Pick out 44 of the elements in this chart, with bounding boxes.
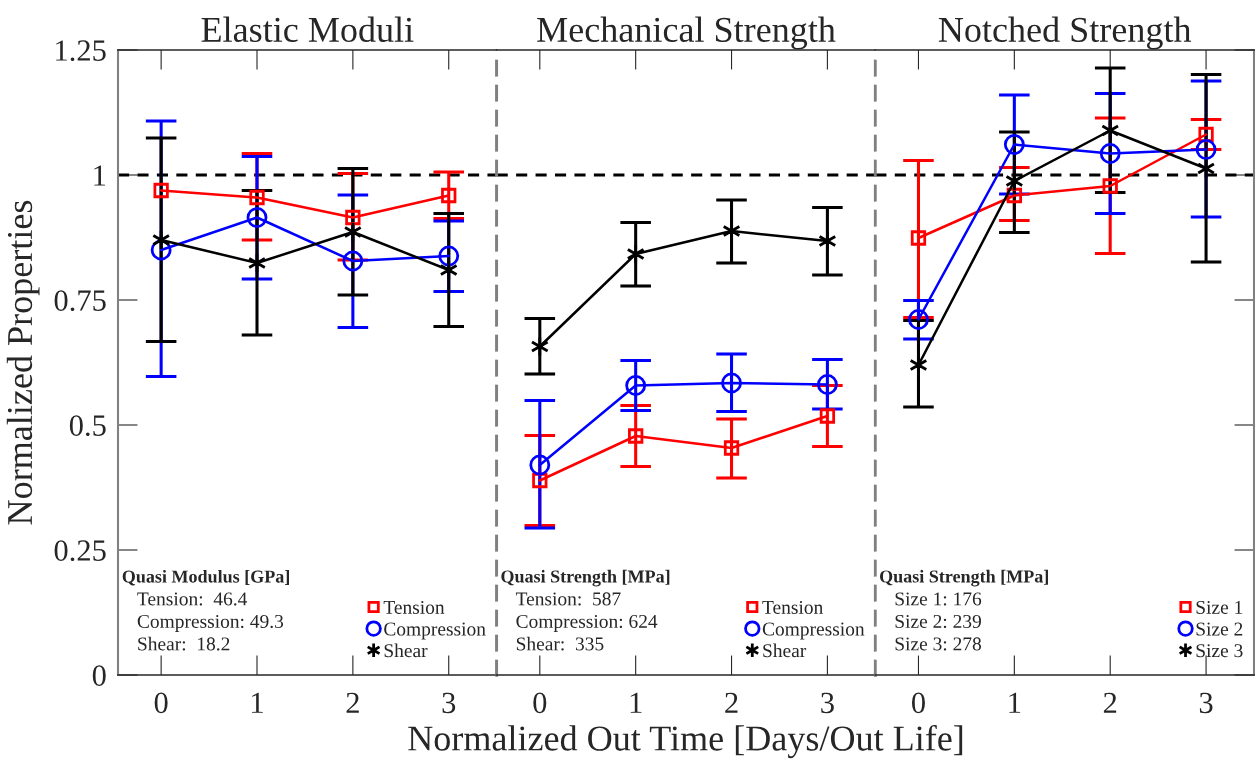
x-tick-label: 2	[725, 692, 738, 713]
y-tick-label: 1.25	[56, 40, 106, 62]
annotation: Shear: 18.2	[138, 636, 230, 651]
legend-label: Size 1	[1196, 600, 1243, 614]
annotation: Compression: 624	[516, 614, 658, 632]
x-tick-label: 0	[533, 692, 547, 714]
x-tick-label: 1	[630, 692, 642, 713]
annotation: Compression: 49.3	[137, 614, 284, 632]
chart-title: Mechanical Strength	[537, 16, 836, 50]
y-tick-label: 1	[94, 165, 106, 186]
legend-label: Compression	[762, 622, 865, 640]
x-tick-label: 1	[252, 692, 263, 713]
legend-label: Tension	[762, 600, 823, 614]
y-axis-title: Normalized Properties	[6, 200, 40, 525]
chart-title: Elastic Moduli	[201, 16, 414, 43]
y-tick-label: 0.25	[54, 540, 106, 562]
annotation: Size 2: 239	[895, 614, 981, 629]
legend-label: Shear	[384, 643, 428, 658]
annotation: Quasi Modulus [GPa]	[122, 569, 289, 586]
x-tick-label: 3	[1199, 692, 1213, 714]
x-tick-label: 2	[1103, 692, 1117, 713]
legend-label: Shear	[763, 643, 807, 658]
x-tick-label: 3	[442, 692, 456, 714]
annotation: Shear: 335	[516, 636, 604, 651]
legend-label: Tension	[383, 600, 445, 614]
legend-label: Size 3	[1196, 644, 1243, 658]
x-tick-label: 0	[154, 692, 168, 714]
y-tick-label: 0	[92, 665, 106, 686]
x-tick-label: 2	[346, 692, 359, 713]
annotation: Size 3: 278	[895, 637, 982, 651]
legend-label: Size 2	[1196, 622, 1243, 636]
y-tick-label: 0.75	[54, 290, 106, 312]
annotation: Tension: 46.4	[137, 592, 248, 606]
annotation: Tension: 587	[515, 592, 621, 606]
legend-label: Compression	[384, 622, 486, 640]
annotation: Size 1: 176	[895, 592, 982, 606]
chart-title: Notched Strength	[938, 16, 1192, 50]
annotation: Quasi Strength [MPa]	[880, 569, 1048, 587]
x-tick-label: 0	[912, 692, 925, 714]
annotation: Quasi Strength [MPa]	[501, 569, 670, 587]
y-tick-label: 0.5	[69, 415, 106, 437]
x-axis-title: Normalized Out Time [Days/Out Life]	[408, 724, 963, 759]
x-tick-label: 3	[821, 692, 834, 714]
x-tick-label: 1	[1009, 692, 1021, 713]
